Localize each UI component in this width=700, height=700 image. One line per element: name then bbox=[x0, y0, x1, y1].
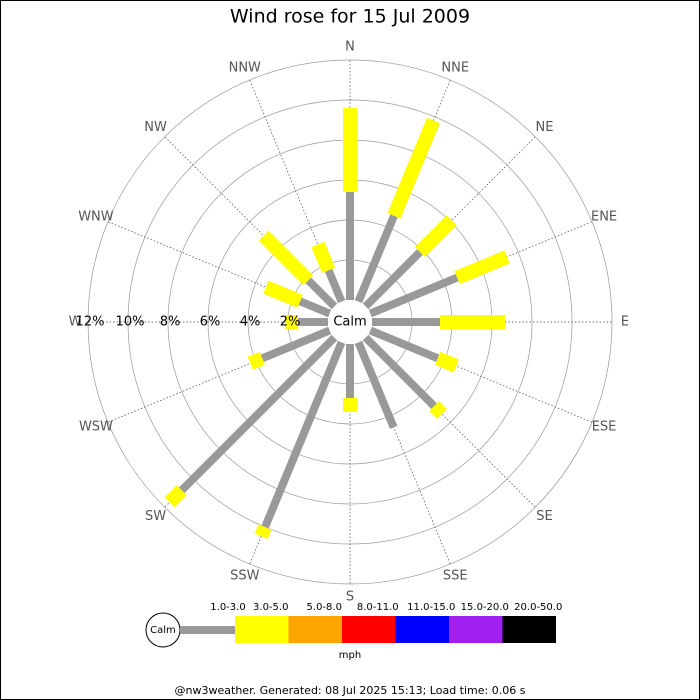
direction-label: E bbox=[621, 315, 629, 330]
ring-label: 12% bbox=[76, 315, 105, 330]
legend-swatch bbox=[395, 616, 449, 643]
direction-label: NE bbox=[535, 120, 553, 135]
direction-label: SE bbox=[536, 509, 552, 524]
ring-label: 4% bbox=[240, 315, 261, 330]
bar-segment bbox=[368, 273, 459, 318]
direction-label: N bbox=[345, 40, 355, 55]
legend-label: 11.0-15.0 bbox=[407, 602, 455, 613]
bar-segment bbox=[263, 280, 303, 308]
legend-swatch bbox=[235, 616, 289, 643]
legend-swatch bbox=[449, 616, 503, 643]
direction-label: ENE bbox=[591, 209, 617, 224]
grid-ring bbox=[87, 59, 613, 585]
bar-segment bbox=[164, 485, 187, 508]
bar-segment bbox=[324, 268, 346, 304]
bar-segment bbox=[311, 241, 336, 273]
direction-label: ESE bbox=[592, 420, 617, 435]
direction-label: SSE bbox=[443, 569, 468, 584]
bar-segment bbox=[387, 117, 440, 219]
bar-segment bbox=[260, 326, 332, 363]
bar-segment bbox=[261, 340, 346, 529]
direction-label: SW bbox=[145, 509, 166, 524]
ring-label: 6% bbox=[200, 315, 221, 330]
direction-label: NNE bbox=[441, 60, 469, 75]
bar-segment bbox=[368, 326, 440, 363]
direction-label: WNW bbox=[78, 209, 114, 224]
bar-segment bbox=[435, 351, 459, 373]
bar-segment bbox=[454, 250, 510, 285]
bar-segment bbox=[354, 214, 398, 304]
direction-label: NW bbox=[144, 120, 167, 135]
direction-label: NNW bbox=[229, 60, 261, 75]
footer: @nw3weather. Generated: 08 Jul 2025 15:1… bbox=[175, 684, 526, 697]
legend-swatch bbox=[502, 616, 556, 643]
bar-segment bbox=[258, 230, 314, 286]
direction-label: W bbox=[69, 315, 82, 330]
legend-swatch bbox=[342, 616, 396, 643]
direction-label: WSW bbox=[79, 420, 113, 435]
legend-label: 20.0-50.0 bbox=[514, 602, 562, 613]
bar-segment bbox=[305, 277, 338, 310]
legend-unit: mph bbox=[339, 650, 361, 661]
bar-segment bbox=[354, 340, 398, 429]
calm-circle bbox=[328, 300, 372, 344]
legend-label: 3.0-5.0 bbox=[253, 602, 288, 613]
legend-swatch bbox=[288, 616, 342, 643]
bar-segment bbox=[362, 334, 437, 409]
bar-segment bbox=[298, 297, 332, 318]
legend-calm-label: Calm bbox=[150, 625, 176, 636]
ring-label: 2% bbox=[280, 315, 301, 330]
bar-segment bbox=[429, 401, 447, 419]
bar-segment bbox=[415, 215, 457, 257]
legend-label: 1.0-3.0 bbox=[210, 602, 245, 613]
ring-label: 10% bbox=[116, 315, 145, 330]
bar-segment bbox=[362, 249, 423, 310]
calm-label: Calm bbox=[333, 315, 366, 330]
chart-title: Wind rose for 15 Jul 2009 bbox=[230, 6, 470, 28]
legend-label: 8.0-11.0 bbox=[357, 602, 399, 613]
bar-segment bbox=[247, 351, 265, 370]
direction-label: S bbox=[346, 590, 354, 605]
ring-label: 8% bbox=[160, 315, 181, 330]
legend-label: 5.0-8.0 bbox=[307, 602, 342, 613]
legend-swatch bbox=[180, 626, 235, 634]
bar-segment bbox=[178, 334, 338, 494]
legend-label: 15.0-20.0 bbox=[461, 602, 509, 613]
direction-label: SSW bbox=[230, 569, 260, 584]
bar-segment bbox=[254, 524, 272, 540]
